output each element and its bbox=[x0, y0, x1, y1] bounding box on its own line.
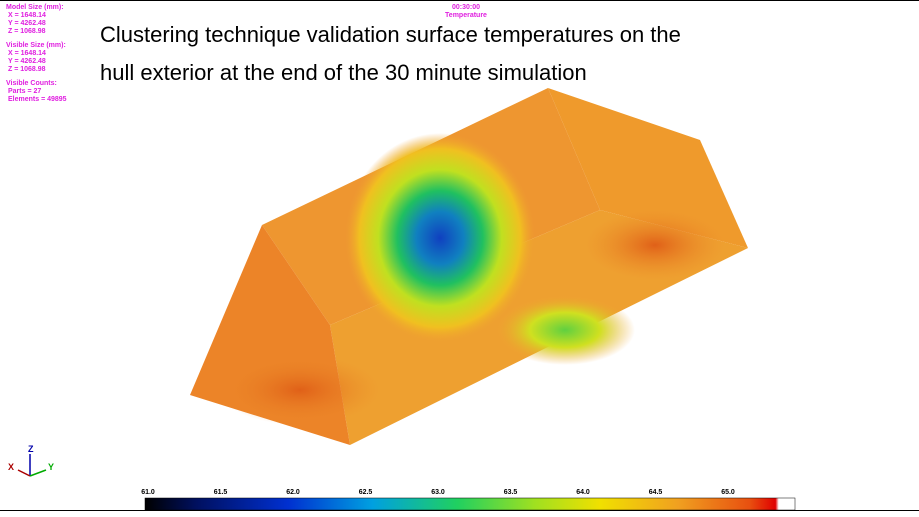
colorbar-label: 64.5 bbox=[649, 489, 663, 496]
info-heading: Visible Size (mm): bbox=[6, 42, 66, 49]
info-line: X = 1648.14 bbox=[8, 12, 46, 19]
colorbar-label: 63.0 bbox=[431, 489, 445, 496]
hull-model bbox=[190, 88, 748, 445]
info-line: Elements = 49895 bbox=[8, 96, 67, 103]
triad-label: X bbox=[8, 462, 14, 472]
info-line: Z = 1068.98 bbox=[8, 28, 46, 35]
title-line: hull exterior at the end of the 30 minut… bbox=[100, 60, 587, 85]
colorbar bbox=[144, 497, 796, 511]
triad-label: Z bbox=[28, 444, 34, 454]
info-line: Parts = 27 bbox=[8, 88, 41, 95]
colorbar-label: 65.0 bbox=[721, 489, 735, 496]
title-line: Clustering technique validation surface … bbox=[100, 22, 681, 47]
axis-triad: Z X Y bbox=[8, 444, 54, 477]
colorbar-label: 64.0 bbox=[576, 489, 590, 496]
quantity-label: Temperature bbox=[445, 12, 487, 19]
colorbar-label: 63.5 bbox=[504, 489, 518, 496]
colorbar-labels: 61.0 61.5 62.0 62.5 63.0 63.5 64.0 64.5 65.0 bbox=[141, 489, 735, 496]
colorbar-label: 61.5 bbox=[214, 489, 228, 496]
info-heading: Visible Counts: bbox=[6, 80, 57, 87]
info-line: Y = 4262.48 bbox=[8, 58, 46, 65]
triad-label: Y bbox=[48, 462, 54, 472]
info-line: Z = 1068.98 bbox=[8, 66, 46, 73]
time-label: 00:30:00 bbox=[452, 4, 480, 11]
colorbar-label: 61.0 bbox=[141, 489, 155, 496]
info-panel: Model Size (mm): X = 1648.14 Y = 4262.48… bbox=[6, 4, 67, 103]
info-line: Y = 4262.48 bbox=[8, 20, 46, 27]
info-heading: Model Size (mm): bbox=[6, 4, 64, 11]
colorbar-label: 62.0 bbox=[286, 489, 300, 496]
info-line: X = 1648.14 bbox=[8, 50, 46, 57]
colorbar-label: 62.5 bbox=[359, 489, 373, 496]
